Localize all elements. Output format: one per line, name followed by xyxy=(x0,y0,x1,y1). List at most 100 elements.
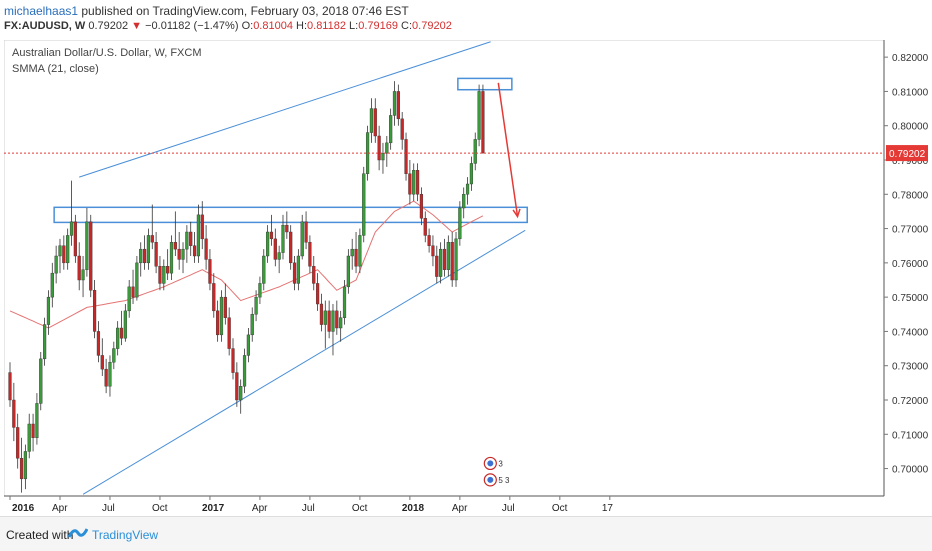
high-label: H: xyxy=(296,20,308,32)
candle-body xyxy=(339,317,343,329)
candle-body xyxy=(442,248,447,270)
candle-body xyxy=(323,310,327,325)
close-value: 0.79202 xyxy=(412,20,452,32)
price-value: 0.79202 xyxy=(88,20,129,32)
candle-body xyxy=(292,262,297,284)
candle-body xyxy=(262,255,266,284)
candle-body xyxy=(319,303,324,325)
y-tick-label: 0.81000 xyxy=(892,87,929,98)
candle-body xyxy=(450,242,454,281)
candle-body xyxy=(446,242,450,270)
candle-body xyxy=(277,252,281,260)
candle-body xyxy=(69,221,74,236)
candle-body xyxy=(289,231,293,264)
candle-body xyxy=(389,115,393,144)
chart-area[interactable]: 0.82000 0.81000 0.80000 0.79000 0.78000 0.770… xyxy=(3,39,930,516)
candle-body xyxy=(185,231,189,250)
x-tick-label: 2017 xyxy=(202,503,225,514)
candle-body xyxy=(415,170,420,195)
event-badge-3-label: 3 xyxy=(498,459,503,468)
x-tick-label: 17 xyxy=(602,503,614,514)
y-tick-label: 0.75000 xyxy=(892,293,929,304)
x-tick-label: Oct xyxy=(152,503,168,514)
upper-channel-line xyxy=(79,41,491,178)
support-zone xyxy=(53,206,528,224)
ohlc-line: FX:AUDUSD, W 0.79202 ▼ −0.01182 (−1.47%)… xyxy=(4,20,452,32)
y-tick-label: 0.73000 xyxy=(892,362,929,373)
candle-body xyxy=(335,310,339,329)
candle-body xyxy=(43,324,47,360)
candle-body xyxy=(12,399,16,428)
candle-body xyxy=(73,221,77,257)
candle-body xyxy=(219,296,224,336)
candle-body xyxy=(327,310,331,332)
candle-body xyxy=(396,91,400,120)
x-tick-label: Jul xyxy=(502,503,515,514)
candle-body xyxy=(308,242,312,267)
candle-body xyxy=(96,331,101,356)
candle-body xyxy=(62,245,66,264)
candle-body xyxy=(266,231,270,257)
candle-body xyxy=(127,286,131,312)
candle-body xyxy=(419,194,424,219)
candle-body xyxy=(196,214,201,257)
candle-body xyxy=(177,248,181,260)
candle-body xyxy=(231,348,235,373)
candle-body xyxy=(139,248,143,264)
candle-body xyxy=(223,296,227,318)
author-link[interactable]: michaelhaas1 xyxy=(4,4,79,18)
y-tick-label: 0.80000 xyxy=(892,122,929,133)
candle-body xyxy=(400,118,404,140)
candle-body xyxy=(35,403,39,438)
candle-body xyxy=(212,283,216,312)
candle-body xyxy=(316,283,320,305)
candle-body xyxy=(300,221,304,257)
candle-body xyxy=(465,183,470,195)
tradingview-logo-icon[interactable] xyxy=(67,525,89,546)
arrow-head-icon xyxy=(512,208,521,219)
candle-body xyxy=(408,173,412,195)
x-tick-label: 2016 xyxy=(12,503,35,514)
candle-body xyxy=(239,386,243,401)
candle-body xyxy=(85,221,89,270)
candle-body xyxy=(346,255,350,288)
candle-body xyxy=(254,296,258,315)
candle-body xyxy=(27,423,31,452)
candle-body xyxy=(285,224,289,233)
candle-body xyxy=(104,368,108,387)
candle-body xyxy=(189,231,193,246)
candle-body xyxy=(208,259,212,284)
tradingview-link[interactable]: TradingView xyxy=(92,528,159,542)
candle-body xyxy=(242,355,247,387)
candle-body xyxy=(281,224,285,253)
published-text: published on TradingView.com, February 0… xyxy=(78,4,409,18)
candle-body xyxy=(19,458,24,480)
x-tick-label: Apr xyxy=(452,503,468,514)
candle-body xyxy=(269,231,274,240)
candle-body xyxy=(173,242,177,250)
open-value: 0.81004 xyxy=(253,20,293,32)
candle-body xyxy=(423,218,427,236)
publish-header: michaelhaas1 published on TradingView.co… xyxy=(0,0,932,38)
candle-body xyxy=(131,286,135,298)
candle-body xyxy=(123,310,127,339)
y-tick-label: 0.79000 xyxy=(892,156,929,167)
candle-body xyxy=(369,108,374,133)
candle-body xyxy=(116,327,120,349)
candle-body xyxy=(23,451,27,480)
candle-body xyxy=(150,235,154,243)
candle-body xyxy=(439,248,443,277)
candle-body xyxy=(427,235,431,246)
candle-body xyxy=(412,170,416,195)
candle-body xyxy=(81,269,85,281)
y-tick-label: 0.72000 xyxy=(892,396,929,407)
price-chart[interactable]: 0.82000 0.81000 0.80000 0.79000 0.78000 0.770… xyxy=(3,39,930,516)
smma-line xyxy=(9,200,484,329)
down-triangle-icon: ▼ xyxy=(131,20,143,32)
candle-body xyxy=(358,235,362,267)
candle-body xyxy=(54,255,58,274)
candle-body xyxy=(200,214,204,240)
close-label: C: xyxy=(401,20,413,32)
candle-body xyxy=(258,283,262,298)
candle-body xyxy=(373,108,377,137)
